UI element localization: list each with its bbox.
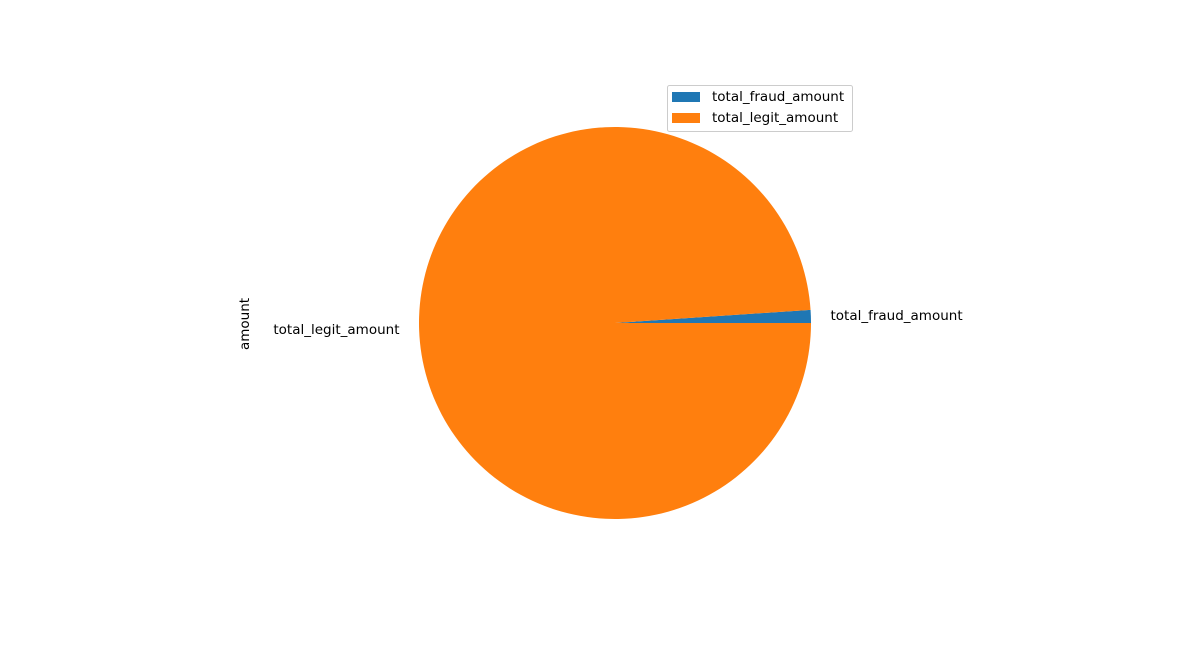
pie-slice-total-fraud-amount (615, 309, 811, 323)
pie-slice-label-total-legit-amount: total_legit_amount (273, 322, 399, 338)
pie-slice-labels: total_fraud_amount total_legit_amount (273, 308, 962, 338)
legend-swatch-total-fraud-amount (672, 92, 700, 102)
legend: total_fraud_amount total_legit_amount (667, 85, 853, 132)
pie-slices (418, 127, 811, 520)
legend-label-total-legit-amount: total_legit_amount (712, 110, 838, 126)
pie-slice-label-total-fraud-amount: total_fraud_amount (830, 308, 962, 324)
legend-frame (667, 85, 853, 132)
y-axis-label: amount (237, 298, 253, 350)
legend-label-total-fraud-amount: total_fraud_amount (712, 89, 844, 105)
legend-swatch-total-legit-amount (672, 113, 700, 123)
pie-slice-total-legit-amount (418, 127, 811, 520)
